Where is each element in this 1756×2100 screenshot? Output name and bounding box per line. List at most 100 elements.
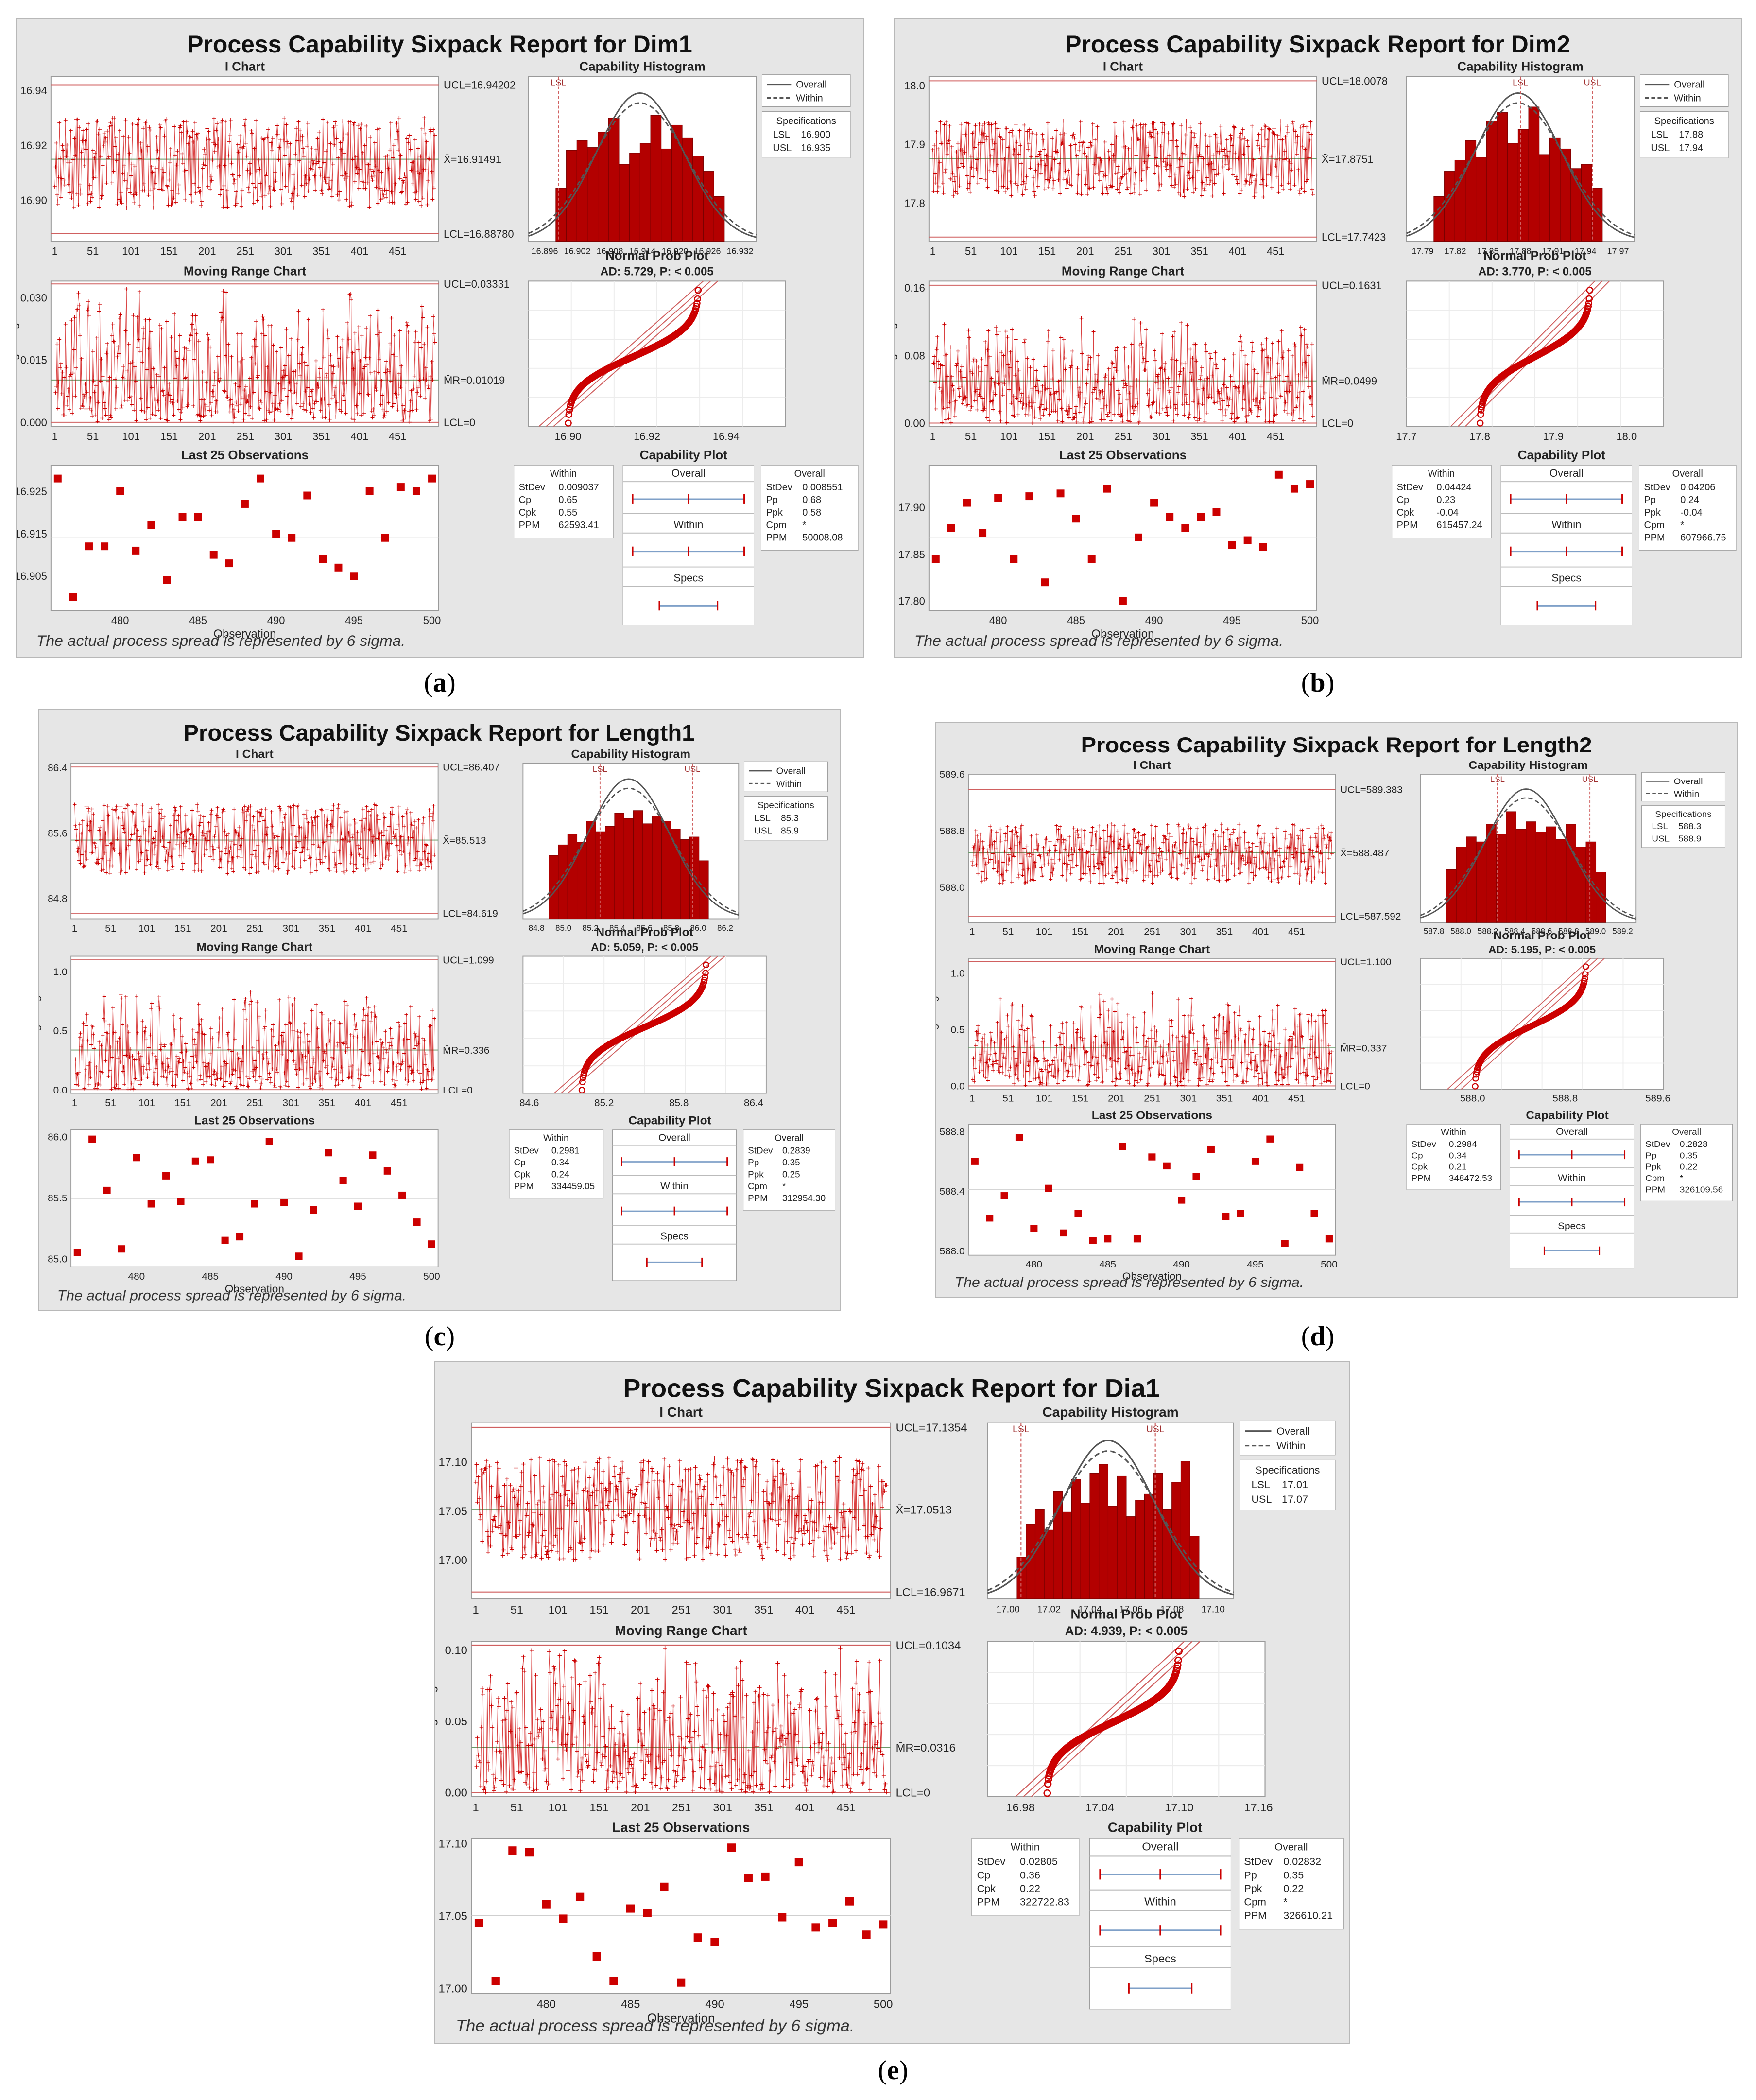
overall-stats-box	[760, 465, 859, 551]
within-stat-label: StDev	[1411, 1139, 1436, 1148]
overall-stat-value: 0.35	[1680, 1150, 1698, 1160]
last25-x-tick: 485	[202, 1271, 219, 1282]
mr-x-tick: 151	[589, 1801, 609, 1814]
last25-point	[288, 534, 296, 542]
hist-within-curve	[1420, 797, 1636, 918]
ichart-y-tick: 84.8	[48, 893, 67, 904]
overall-stat-label: Ppk	[1644, 507, 1660, 518]
mr-x-tick: 51	[105, 1097, 116, 1109]
last25-y-tick: 588.4	[940, 1187, 965, 1197]
hist-bar	[1117, 1475, 1127, 1599]
mr-y-tick: 0.5	[53, 1025, 68, 1037]
last25-point	[354, 1202, 362, 1210]
within-stat-value: 62593.41	[558, 520, 599, 531]
hist-bar	[558, 844, 568, 919]
last25-point	[1119, 1143, 1126, 1150]
hist-bar	[1189, 1536, 1200, 1599]
hist-bar	[689, 836, 700, 919]
within-stats-box	[1406, 1124, 1501, 1190]
last25-point	[85, 542, 93, 551]
last25-x-tick: 490	[267, 614, 285, 626]
last25-y-tick: 16.925	[17, 486, 47, 498]
overall-stat-value: 607966.75	[1680, 533, 1726, 543]
overall-stat-value: 0.25	[782, 1169, 800, 1180]
last25-point	[381, 534, 389, 542]
last25-point	[325, 1149, 332, 1157]
last25-point	[1000, 1192, 1008, 1199]
last25-point	[132, 546, 140, 555]
hist-legend-box	[1240, 1420, 1336, 1456]
last25-x-tick: 490	[1173, 1259, 1190, 1269]
last25-x-tick: 495	[345, 614, 363, 626]
mr-x-tick: 301	[282, 1097, 299, 1109]
prob-x-tick: 588.0	[1460, 1093, 1485, 1104]
prob-title: Normal Prob Plot	[596, 926, 693, 939]
caption-b: (b)	[1301, 668, 1335, 698]
prob-x-tick: 17.16	[1244, 1801, 1273, 1814]
hist-bar	[1071, 1479, 1081, 1599]
ichart-x-tick: 351	[1216, 927, 1233, 937]
sixpack-svg: Process Capability Sixpack Report for Le…	[936, 723, 1737, 1297]
ichart-x-tick: 201	[198, 245, 216, 258]
last25-point	[1178, 1197, 1186, 1204]
within-stats-title: Within	[1441, 1127, 1466, 1136]
ichart-title: I Chart	[1103, 60, 1143, 74]
overall-stat-value: 0.04206	[1680, 482, 1715, 493]
last25-point	[103, 1186, 111, 1194]
last25-point	[396, 483, 405, 491]
overall-stats-title: Overall	[1274, 1841, 1308, 1853]
last25-y-tick: 85.5	[48, 1193, 67, 1204]
ichart-lcl-label: LCL=587.592	[1340, 912, 1401, 922]
mr-x-tick: 251	[672, 1801, 691, 1814]
hist-overall-curve	[528, 92, 757, 238]
legend-overall-label: Overall	[796, 80, 826, 90]
hist-bar	[1034, 1509, 1045, 1599]
last25-point	[116, 487, 124, 495]
within-stat-label: PPM	[519, 520, 540, 531]
mr-x-tick: 201	[1076, 430, 1094, 442]
ichart-series-line	[475, 1457, 887, 1560]
hist-bar	[652, 816, 662, 919]
last25-point	[1243, 536, 1252, 544]
hist-within-curve	[987, 1450, 1234, 1593]
hist-bar	[1466, 836, 1477, 923]
last25-point	[559, 1914, 568, 1923]
specs-title: Specifications	[757, 800, 814, 810]
overall-stat-label: Ppk	[766, 507, 782, 518]
mr-lcl-label: LCL=0	[896, 1787, 930, 1799]
last25-point	[147, 1200, 155, 1208]
last25-point	[525, 1848, 534, 1857]
capplot-intervals-box	[612, 1129, 737, 1281]
legend-overall-label: Overall	[1674, 80, 1704, 90]
hist-bar	[1135, 1500, 1145, 1599]
hist-x-tick: 16.902	[564, 246, 591, 256]
last25-point	[1222, 1213, 1230, 1220]
last25-x-tick: 485	[1067, 614, 1085, 626]
hist-bar	[1517, 129, 1529, 242]
ichart-y-tick: 588.8	[940, 826, 965, 836]
prob-x-tick: 16.92	[634, 430, 660, 442]
mr-y-label: Moving Range	[17, 316, 20, 391]
last25-y-tick: 17.90	[898, 502, 925, 514]
overall-stat-label: StDev	[748, 1145, 773, 1156]
last25-point	[225, 559, 233, 568]
ichart-lcl-label: LCL=16.88780	[444, 228, 514, 240]
hist-bar	[1591, 188, 1603, 242]
specs-title: Specifications	[1255, 1464, 1320, 1476]
within-stat-value: 0.65	[558, 495, 577, 505]
specs-usl-label: USL	[1651, 143, 1670, 154]
ichart-x-tick: 51	[1002, 927, 1014, 937]
last25-point	[162, 1172, 170, 1180]
last25-point	[73, 1249, 81, 1256]
within-stat-value: 0.23	[1436, 495, 1455, 505]
hist-bar	[661, 821, 671, 919]
overall-stat-label: Ppk	[1244, 1883, 1262, 1894]
last25-point	[1056, 489, 1065, 498]
within-stats-title: Within	[543, 1132, 568, 1143]
hist-title: Capability Histogram	[1457, 60, 1583, 74]
within-stat-value: 0.36	[1020, 1869, 1040, 1881]
last25-point	[350, 572, 358, 580]
mr-center-label: M̄R=0.337	[1340, 1043, 1387, 1054]
last25-point	[1325, 1235, 1333, 1243]
last25-point	[319, 555, 327, 563]
